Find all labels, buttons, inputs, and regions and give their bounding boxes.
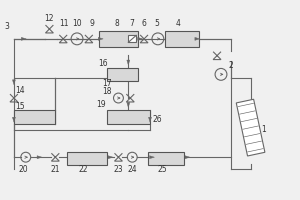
Text: 17: 17 — [102, 79, 111, 88]
Bar — [99, 31, 138, 47]
Text: 18: 18 — [102, 87, 111, 96]
Bar — [128, 35, 136, 42]
Text: 4: 4 — [175, 19, 180, 28]
Text: 19: 19 — [96, 100, 106, 109]
Bar — [106, 68, 138, 81]
Text: 2: 2 — [229, 61, 233, 70]
Polygon shape — [195, 37, 200, 40]
Polygon shape — [149, 156, 154, 159]
Polygon shape — [185, 156, 190, 159]
Text: 24: 24 — [128, 165, 137, 174]
Text: 11: 11 — [59, 19, 69, 28]
Text: 26: 26 — [152, 115, 162, 124]
Polygon shape — [127, 60, 130, 65]
Text: 21: 21 — [51, 165, 60, 174]
Polygon shape — [138, 37, 142, 40]
Text: 6: 6 — [142, 19, 146, 28]
Bar — [14, 110, 55, 124]
Text: 3: 3 — [4, 22, 10, 31]
Text: 25: 25 — [157, 165, 166, 174]
Text: 1: 1 — [261, 125, 266, 134]
Text: 7: 7 — [130, 19, 135, 28]
Polygon shape — [12, 80, 15, 85]
Text: 14: 14 — [15, 86, 25, 95]
Text: 23: 23 — [114, 165, 123, 174]
Bar — [165, 31, 199, 47]
Text: 15: 15 — [15, 102, 25, 111]
Text: 10: 10 — [72, 19, 82, 28]
Polygon shape — [12, 117, 15, 122]
Polygon shape — [98, 37, 103, 40]
Polygon shape — [236, 99, 265, 156]
Bar — [67, 152, 106, 165]
Polygon shape — [108, 156, 113, 159]
Text: 5: 5 — [154, 19, 159, 28]
Text: 16: 16 — [98, 59, 107, 68]
Text: 22: 22 — [78, 165, 88, 174]
Polygon shape — [127, 102, 130, 107]
Polygon shape — [21, 37, 26, 40]
Text: 20: 20 — [19, 165, 28, 174]
Polygon shape — [37, 156, 42, 159]
Bar — [148, 152, 184, 165]
Text: 12: 12 — [45, 14, 54, 23]
Text: 8: 8 — [114, 19, 119, 28]
Bar — [106, 110, 150, 124]
Text: 9: 9 — [89, 19, 94, 28]
Polygon shape — [148, 117, 152, 122]
